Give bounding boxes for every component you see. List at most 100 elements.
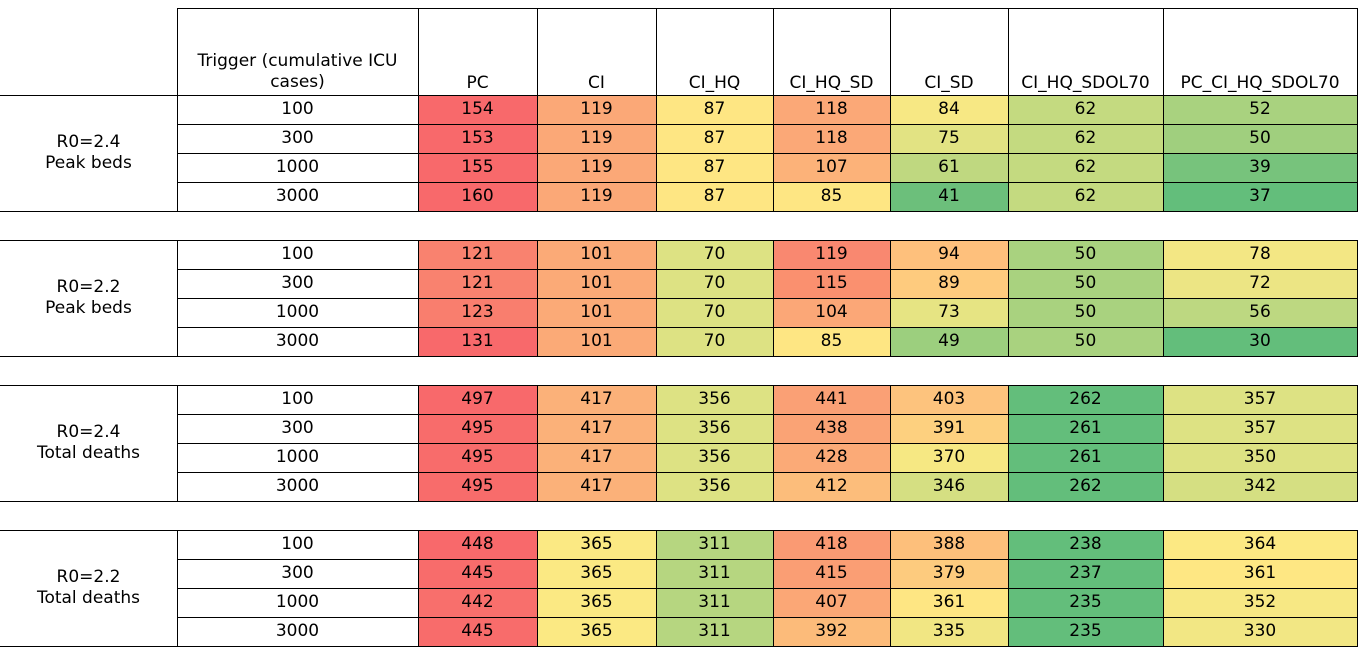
value-cell: 438 <box>773 414 890 443</box>
value-cell: 41 <box>890 182 1008 211</box>
trigger-cell: 100 <box>281 98 314 119</box>
grid-line <box>177 617 1358 618</box>
value-cell: 356 <box>656 385 773 414</box>
grid-line <box>0 211 1358 212</box>
value-cell: 49 <box>890 327 1008 356</box>
value-cell: 104 <box>773 298 890 327</box>
trigger-cell: 100 <box>281 388 314 409</box>
grid-line <box>1357 240 1358 357</box>
grid-line <box>177 124 1358 125</box>
grid-line <box>773 95 774 212</box>
value-cell: 70 <box>656 298 773 327</box>
trigger-cell: 3000 <box>275 475 320 496</box>
trigger-cell: 100 <box>281 533 314 554</box>
grid-line <box>1163 385 1164 502</box>
value-cell: 87 <box>656 124 773 153</box>
grid-line <box>1008 240 1009 357</box>
value-cell: 119 <box>537 182 656 211</box>
value-cell: 370 <box>890 443 1008 472</box>
grid-line <box>0 385 1358 386</box>
grid-line <box>537 240 538 357</box>
value-cell: 52 <box>1163 95 1357 124</box>
value-cell: 448 <box>418 530 537 559</box>
grid-line <box>773 385 774 502</box>
value-cell: 495 <box>418 443 537 472</box>
value-cell: 119 <box>537 153 656 182</box>
grid-line <box>418 95 419 212</box>
trigger-cell: 3000 <box>275 185 320 206</box>
block-label-metric: Peak beds <box>45 298 132 318</box>
value-cell: 356 <box>656 414 773 443</box>
value-cell: 61 <box>890 153 1008 182</box>
grid-line <box>177 559 1358 560</box>
trigger-cell: 300 <box>281 417 314 438</box>
value-cell: 84 <box>890 95 1008 124</box>
grid-line <box>177 182 1358 183</box>
value-cell: 335 <box>890 617 1008 646</box>
grid-line <box>0 240 1358 241</box>
grid-line <box>418 240 419 357</box>
trigger-cell: 1000 <box>275 591 320 612</box>
value-cell: 154 <box>418 95 537 124</box>
value-cell: 85 <box>773 327 890 356</box>
block-label-metric: Total deaths <box>36 443 141 463</box>
grid-line <box>177 95 178 212</box>
grid-line <box>656 8 657 96</box>
value-cell: 160 <box>418 182 537 211</box>
value-cell: 356 <box>656 443 773 472</box>
value-cell: 417 <box>537 414 656 443</box>
value-cell: 417 <box>537 443 656 472</box>
grid-line <box>0 356 1358 357</box>
value-cell: 37 <box>1163 182 1357 211</box>
value-cell: 391 <box>890 414 1008 443</box>
value-cell: 365 <box>537 559 656 588</box>
value-cell: 261 <box>1008 443 1163 472</box>
grid-line <box>537 530 538 647</box>
grid-line <box>1008 530 1009 647</box>
value-cell: 361 <box>890 588 1008 617</box>
grid-line <box>0 530 1358 531</box>
value-cell: 403 <box>890 385 1008 414</box>
value-cell: 123 <box>418 298 537 327</box>
value-cell: 107 <box>773 153 890 182</box>
grid-line <box>773 8 774 96</box>
value-cell: 131 <box>418 327 537 356</box>
value-cell: 115 <box>773 269 890 298</box>
value-cell: 311 <box>656 588 773 617</box>
grid-line <box>1357 530 1358 647</box>
value-cell: 101 <box>537 298 656 327</box>
grid-line <box>1357 8 1358 96</box>
value-cell: 119 <box>537 95 656 124</box>
grid-line <box>177 588 1358 589</box>
value-cell: 311 <box>656 559 773 588</box>
value-cell: 495 <box>418 414 537 443</box>
value-cell: 87 <box>656 153 773 182</box>
value-cell: 330 <box>1163 617 1357 646</box>
value-cell: 361 <box>1163 559 1357 588</box>
value-cell: 428 <box>773 443 890 472</box>
value-cell: 30 <box>1163 327 1357 356</box>
block-label: R0=2.4 Peak beds <box>0 95 177 211</box>
value-cell: 441 <box>773 385 890 414</box>
value-cell: 56 <box>1163 298 1357 327</box>
grid-line <box>177 327 1358 328</box>
value-cell: 495 <box>418 472 537 501</box>
grid-line <box>418 530 419 647</box>
grid-line <box>890 385 891 502</box>
grid-line <box>0 501 1358 502</box>
value-cell: 155 <box>418 153 537 182</box>
value-cell: 356 <box>656 472 773 501</box>
trigger-cell: 300 <box>281 272 314 293</box>
trigger-cell: 1000 <box>275 156 320 177</box>
value-cell: 415 <box>773 559 890 588</box>
grid-line <box>537 385 538 502</box>
block-label: R0=2.4 Total deaths <box>0 385 177 501</box>
value-cell: 62 <box>1008 124 1163 153</box>
trigger-cell: 3000 <box>275 330 320 351</box>
value-cell: 388 <box>890 530 1008 559</box>
value-cell: 62 <box>1008 182 1163 211</box>
column-header: CI_HQ <box>688 72 741 93</box>
value-cell: 101 <box>537 269 656 298</box>
value-cell: 119 <box>773 240 890 269</box>
block-label: R0=2.2 Total deaths <box>0 530 177 646</box>
